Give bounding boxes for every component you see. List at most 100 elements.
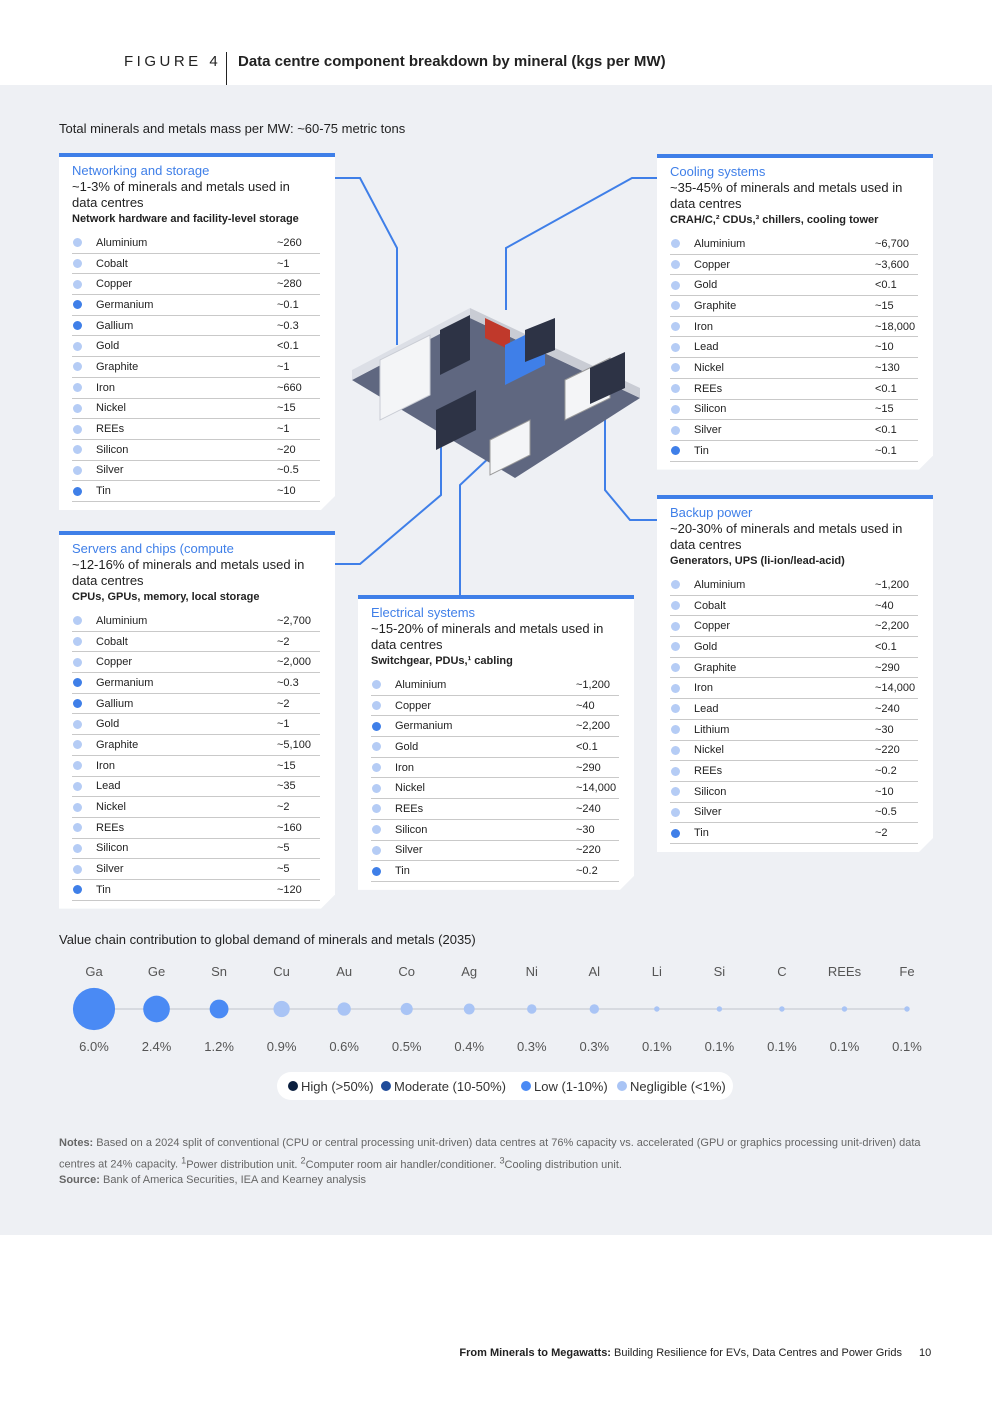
mineral-row: Cobalt ~1 — [72, 254, 320, 275]
symbol-label: REEs — [828, 964, 862, 979]
bullet — [372, 825, 381, 834]
bullet — [73, 637, 82, 646]
footnote-mark: 2 — [300, 1155, 306, 1165]
mineral-row: REEs ~240 — [371, 799, 619, 820]
bullet — [73, 362, 82, 371]
value-label: 1.2% — [204, 1039, 234, 1054]
bullet — [73, 280, 82, 289]
symbol-label: Co — [398, 964, 415, 979]
bullet — [671, 405, 680, 414]
mineral-amount: <0.1 — [875, 424, 897, 437]
mineral-amount: ~40 — [875, 599, 894, 612]
mineral-row: Silicon ~10 — [670, 782, 918, 803]
mineral-name: Silver — [694, 806, 722, 819]
legend-label: High (>50%) — [301, 1079, 374, 1094]
mineral-name: Gallium — [96, 319, 134, 332]
footer-title: From Minerals to Megawatts: — [459, 1347, 611, 1359]
mineral-amount: ~2 — [875, 827, 888, 840]
symbol-label: C — [777, 964, 786, 979]
mineral-row: Lead ~35 — [72, 777, 320, 798]
card-share: ~12-16% of minerals and metals used in d… — [72, 557, 305, 588]
mineral-row: Silver ~5 — [72, 859, 320, 880]
mineral-amount: ~0.2 — [875, 765, 897, 778]
footnote-text: Power distribution unit. — [186, 1158, 298, 1171]
mineral-amount: ~0.2 — [576, 865, 598, 878]
bullet — [372, 742, 381, 751]
intro-text: ~60-75 metric tons — [297, 121, 406, 136]
card-components: CPUs, GPUs, memory, local storage — [72, 591, 260, 603]
mineral-row: Aluminium ~1,200 — [371, 675, 619, 696]
mineral-name: Nickel — [96, 801, 126, 814]
value-label: 0.1% — [705, 1039, 735, 1054]
mineral-name: Silicon — [694, 403, 727, 416]
mineral-amount: ~240 — [576, 802, 601, 815]
mineral-row: Aluminium ~2,700 — [72, 611, 320, 632]
value-label: 0.1% — [767, 1039, 797, 1054]
bubble — [400, 1002, 413, 1016]
mineral-amount: ~220 — [576, 844, 601, 857]
figure-label: FIGURE 4 — [124, 53, 222, 70]
mineral-name: Aluminium — [96, 614, 148, 627]
mineral-amount: ~5 — [277, 842, 290, 855]
mineral-name: REEs — [96, 423, 125, 436]
mineral-amount: ~14,000 — [875, 682, 916, 695]
mineral-amount: ~130 — [875, 361, 900, 374]
chart-title: Value chain contribution to global deman… — [59, 932, 476, 947]
mineral-name: Lead — [96, 780, 121, 793]
mineral-amount: ~5 — [277, 863, 290, 876]
bullet — [671, 239, 680, 248]
mineral-amount: ~2,200 — [875, 620, 909, 633]
connector — [505, 177, 657, 310]
mineral-row: REEs <0.1 — [670, 379, 918, 400]
unit — [590, 352, 625, 404]
mineral-amount: ~0.3 — [277, 676, 299, 689]
bullet — [73, 342, 82, 351]
bubble-chart: Ga 6.0% Ge 2.4% Sn 1.2% Cu 0.9% Au 0.6% Co 0.5% Ag 0.… — [72, 964, 922, 1100]
mineral-amount: ~240 — [875, 702, 900, 715]
mineral-amount: ~5,100 — [277, 738, 311, 751]
mineral-name: Gold — [694, 640, 718, 653]
mineral-row: Silicon ~15 — [670, 400, 918, 421]
symbol-label: Fe — [899, 964, 914, 979]
mineral-name: Iron — [395, 761, 414, 774]
mineral-row: Gold <0.1 — [670, 275, 918, 296]
mineral-name: Cobalt — [694, 599, 726, 612]
bullet — [73, 761, 82, 770]
mineral-amount: ~160 — [277, 821, 302, 834]
legend-dot — [617, 1081, 627, 1091]
mineral-row: Silicon ~20 — [72, 440, 320, 461]
value-label: 0.6% — [329, 1039, 359, 1054]
mineral-row: Tin ~10 — [72, 481, 320, 502]
mineral-name: Silicon — [694, 785, 727, 798]
mineral-name: Copper — [96, 278, 133, 291]
card-share: ~15-20% of minerals and metals used in d… — [371, 621, 604, 652]
mineral-amount: ~0.5 — [277, 464, 299, 477]
mineral-amount: ~280 — [277, 278, 302, 291]
mineral-name: Cobalt — [96, 257, 128, 270]
footer-subtitle: Building Resilience for EVs, Data Centre… — [614, 1347, 902, 1359]
mineral-row: REEs ~1 — [72, 419, 320, 440]
bubble — [209, 999, 229, 1019]
divider — [226, 52, 227, 85]
bullet — [671, 767, 680, 776]
bullet — [372, 846, 381, 855]
intro: Total minerals and metals mass per MW: ~… — [59, 121, 405, 136]
mineral-amount: ~2 — [277, 801, 290, 814]
mineral-row: Graphite ~290 — [670, 658, 918, 679]
bubble — [527, 1004, 537, 1014]
mineral-row: Nickel ~2 — [72, 797, 320, 818]
mineral-amount: ~1 — [277, 718, 290, 731]
mineral-amount: ~15 — [875, 403, 894, 416]
mineral-name: Silver — [395, 844, 423, 857]
card: Backup power ~20-30% of minerals and meta… — [657, 495, 933, 852]
bullet — [671, 301, 680, 310]
bubble — [72, 987, 116, 1031]
bullet — [671, 704, 680, 713]
mineral-amount: ~1 — [277, 360, 290, 373]
footnote-mark: 3 — [499, 1155, 505, 1165]
mineral-row: Gallium ~0.3 — [72, 316, 320, 337]
mineral-row: Nickel ~15 — [72, 399, 320, 420]
mineral-name: Gold — [96, 340, 120, 353]
mineral-amount: ~120 — [277, 883, 302, 896]
value-label: 6.0% — [79, 1039, 109, 1054]
